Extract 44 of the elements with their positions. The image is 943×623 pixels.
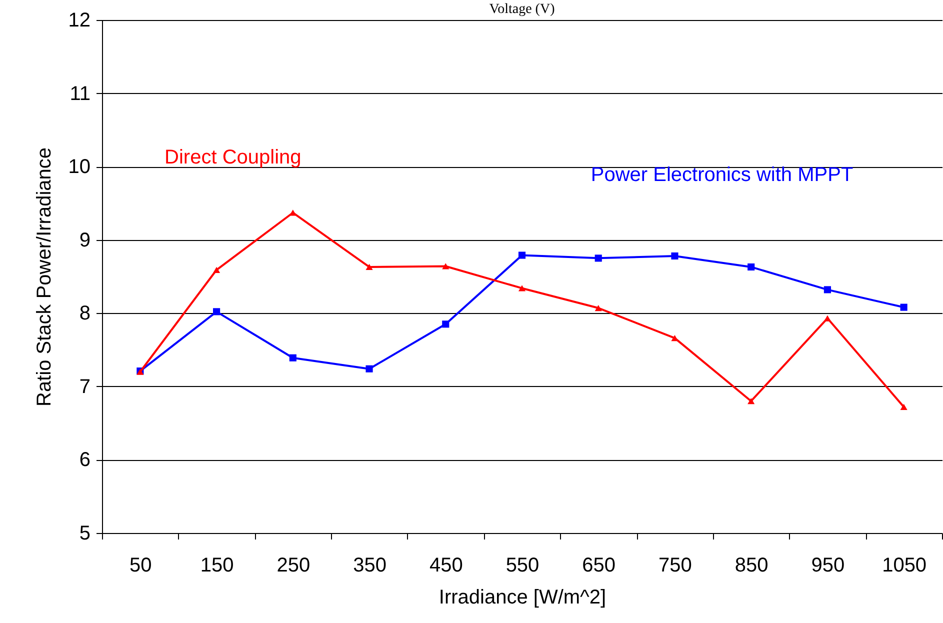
y-tick-label: 6 (79, 449, 90, 472)
point (594, 304, 602, 312)
y-axis-title: Ratio Stack Power/Irradiance (33, 147, 56, 407)
point (518, 252, 526, 259)
point (900, 404, 908, 410)
point (366, 264, 373, 270)
point (289, 354, 296, 362)
y-tick-label: 12 (68, 10, 90, 32)
x-axis-title: Irradiance [W/m^2] (438, 586, 606, 608)
text: Voltage (V) (489, 2, 556, 17)
point (213, 266, 220, 273)
y-tick-label: 11 (70, 82, 90, 105)
x-tick-label: 750 (658, 554, 692, 576)
point (671, 252, 678, 260)
x-tick-label: 1050 (882, 554, 927, 576)
point (824, 286, 831, 294)
x-tick-label: 950 (811, 554, 845, 576)
x-tick-label: 350 (353, 554, 386, 576)
y-tick-label: 5 (79, 522, 90, 544)
y-tick-label: 7 (79, 376, 90, 398)
text: Power Electronics with MPPT (590, 164, 854, 186)
x-tick-label: 50 (130, 554, 152, 576)
point (442, 320, 450, 328)
point (900, 304, 908, 311)
point (748, 263, 755, 271)
y-tick-label: 8 (79, 302, 90, 325)
point (366, 365, 373, 372)
point (213, 308, 220, 316)
point (824, 315, 831, 322)
x-tick-label: 850 (734, 554, 768, 576)
point (748, 398, 755, 404)
x-tick-label: 150 (200, 554, 234, 576)
point (594, 254, 602, 262)
x-tick-label: 550 (506, 554, 540, 576)
x-tick-label: 250 (276, 554, 310, 576)
point (289, 210, 296, 216)
point (442, 263, 450, 270)
y-tick-label: 9 (79, 229, 90, 252)
text: Direct Coupling (164, 146, 302, 169)
y-tick-label: 10 (68, 156, 90, 178)
point (518, 285, 526, 292)
point (671, 335, 678, 342)
x-tick-label: 650 (582, 554, 616, 576)
x-tick-label: 450 (429, 554, 463, 576)
